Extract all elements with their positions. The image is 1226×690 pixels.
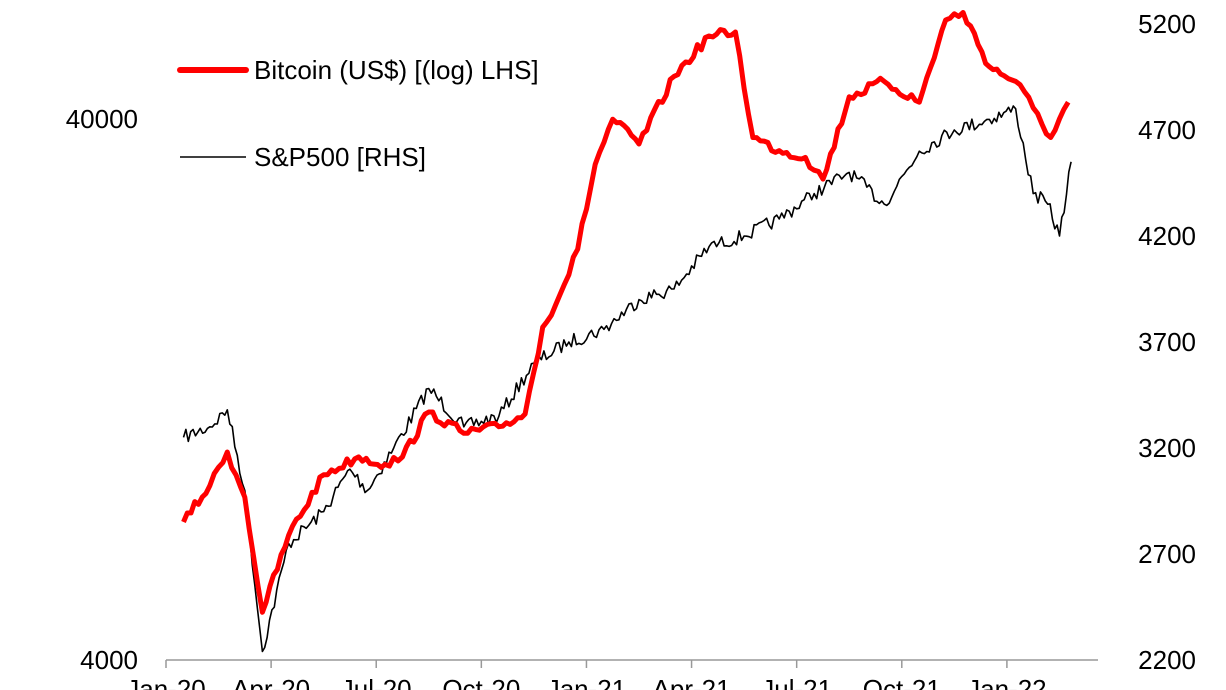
y-right-tick-label: 5200	[1138, 9, 1196, 39]
x-tick-label: Jan-22	[967, 674, 1047, 690]
y-right-tick-label: 2200	[1138, 645, 1196, 675]
x-tick-label: Jan-20	[126, 674, 206, 690]
x-tick-label: Apr-20	[232, 674, 310, 690]
sp500-series-line	[182, 105, 1072, 653]
y-right-tick-label: 4700	[1138, 115, 1196, 145]
y-right-tick-label: 3700	[1138, 327, 1196, 357]
x-tick-label: Jan-21	[547, 674, 627, 690]
chart-axes: Jan-20 Apr-20 Jul-20 Oct-20 Jan-21 Apr-21 Jul-…	[66, 9, 1196, 690]
x-tick-label: Jul-21	[761, 674, 832, 690]
y-left-tick-label: 40000	[66, 104, 138, 134]
x-tick-label: Apr-21	[653, 674, 731, 690]
x-tick-label: Jul-20	[341, 674, 412, 690]
bitcoin-series-line	[181, 10, 1071, 615]
legend-label-sp500: S&P500 [RHS]	[254, 142, 426, 172]
x-tick-label: Oct-20	[442, 674, 520, 690]
y-right-tick-label: 2700	[1138, 539, 1196, 569]
y-left-tick-label: 4000	[80, 645, 138, 675]
y-right-tick-label: 4200	[1138, 221, 1196, 251]
chart-lines	[181, 10, 1072, 653]
x-tick-label: Oct-21	[863, 674, 941, 690]
chart-legend: Bitcoin (US$) [(log) LHS] S&P500 [RHS]	[177, 55, 539, 172]
legend-label-bitcoin: Bitcoin (US$) [(log) LHS]	[254, 55, 539, 85]
y-right-tick-label: 3200	[1138, 433, 1196, 463]
